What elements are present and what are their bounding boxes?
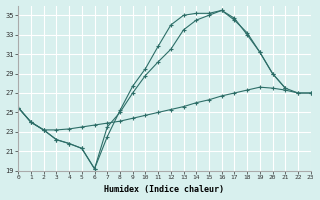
X-axis label: Humidex (Indice chaleur): Humidex (Indice chaleur) xyxy=(104,185,224,194)
